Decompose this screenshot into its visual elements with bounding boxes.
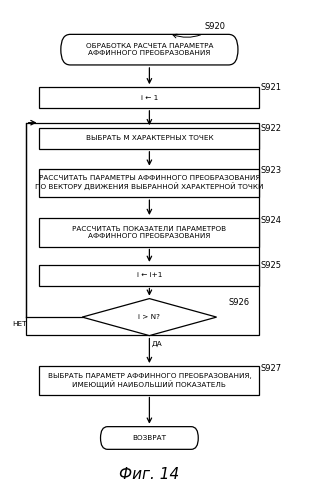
Text: S924: S924 [261,217,282,226]
Text: ВОЗВРАТ: ВОЗВРАТ [132,435,166,441]
Text: РАССЧИТАТЬ ПАРАМЕТРЫ АФФИННОГО ПРЕОБРАЗОВАНИЯ
ПО ВЕКТОРУ ДВИЖЕНИЯ ВЫБРАННОЙ ХАРА: РАССЧИТАТЬ ПАРАМЕТРЫ АФФИННОГО ПРЕОБРАЗО… [35,175,264,191]
Text: S927: S927 [261,364,282,373]
Text: S923: S923 [261,166,282,175]
Text: ОБРАБОТКА РАСЧЕТА ПАРАМЕТРА
АФФИННОГО ПРЕОБРАЗОВАНИЯ: ОБРАБОТКА РАСЧЕТА ПАРАМЕТРА АФФИННОГО ПР… [86,43,213,56]
Text: i ← 1: i ← 1 [141,94,158,100]
Bar [39,218,259,247]
Bar [39,128,259,149]
Bar [39,265,259,285]
Bar [39,87,259,108]
FancyBboxPatch shape [61,34,238,65]
Bar [39,366,259,395]
Text: i > N?: i > N? [138,314,160,320]
Polygon shape [82,298,216,336]
Text: S920: S920 [173,22,225,38]
Text: НЕТ: НЕТ [12,320,27,326]
Text: ВЫБРАТЬ ПАРАМЕТР АФФИННОГО ПРЕОБРАЗОВАНИЯ,
ИМЕЮЩИЙ НАИБОЛЬШИЙ ПОКАЗАТЕЛЬ: ВЫБРАТЬ ПАРАМЕТР АФФИННОГО ПРЕОБРАЗОВАНИ… [48,373,251,388]
Text: S926: S926 [229,298,250,307]
FancyBboxPatch shape [100,427,198,449]
Text: ДА: ДА [152,341,163,347]
Text: S922: S922 [261,124,282,133]
Text: РАССЧИТАТЬ ПОКАЗАТЕЛИ ПАРАМЕТРОВ
АФФИННОГО ПРЕОБРАЗОВАНИЯ: РАССЧИТАТЬ ПОКАЗАТЕЛИ ПАРАМЕТРОВ АФФИННО… [72,226,226,239]
Text: i ← i+1: i ← i+1 [137,272,162,278]
Text: S921: S921 [261,83,282,92]
Bar [26,123,259,335]
Text: Фиг. 14: Фиг. 14 [119,467,179,482]
Text: S925: S925 [261,261,282,270]
Bar [39,169,259,197]
Text: ВЫБРАТЬ M ХАРАКТЕРНЫХ ТОЧЕК: ВЫБРАТЬ M ХАРАКТЕРНЫХ ТОЧЕК [86,135,213,142]
